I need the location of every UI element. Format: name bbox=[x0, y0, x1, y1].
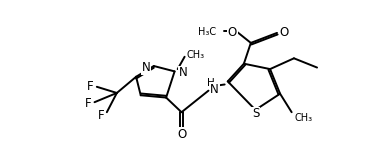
Text: CH₃: CH₃ bbox=[187, 50, 205, 60]
Text: F: F bbox=[85, 97, 91, 110]
Text: N: N bbox=[178, 66, 187, 79]
Text: O: O bbox=[177, 128, 186, 141]
Text: CH₃: CH₃ bbox=[295, 113, 313, 123]
Text: F: F bbox=[98, 109, 104, 122]
Text: H: H bbox=[207, 78, 215, 88]
Text: N: N bbox=[142, 61, 151, 74]
Text: N: N bbox=[210, 82, 219, 96]
Text: S: S bbox=[252, 107, 259, 120]
Text: O: O bbox=[228, 26, 237, 39]
Text: H₃C: H₃C bbox=[198, 27, 216, 37]
Text: O: O bbox=[280, 26, 289, 39]
Text: F: F bbox=[87, 80, 94, 93]
